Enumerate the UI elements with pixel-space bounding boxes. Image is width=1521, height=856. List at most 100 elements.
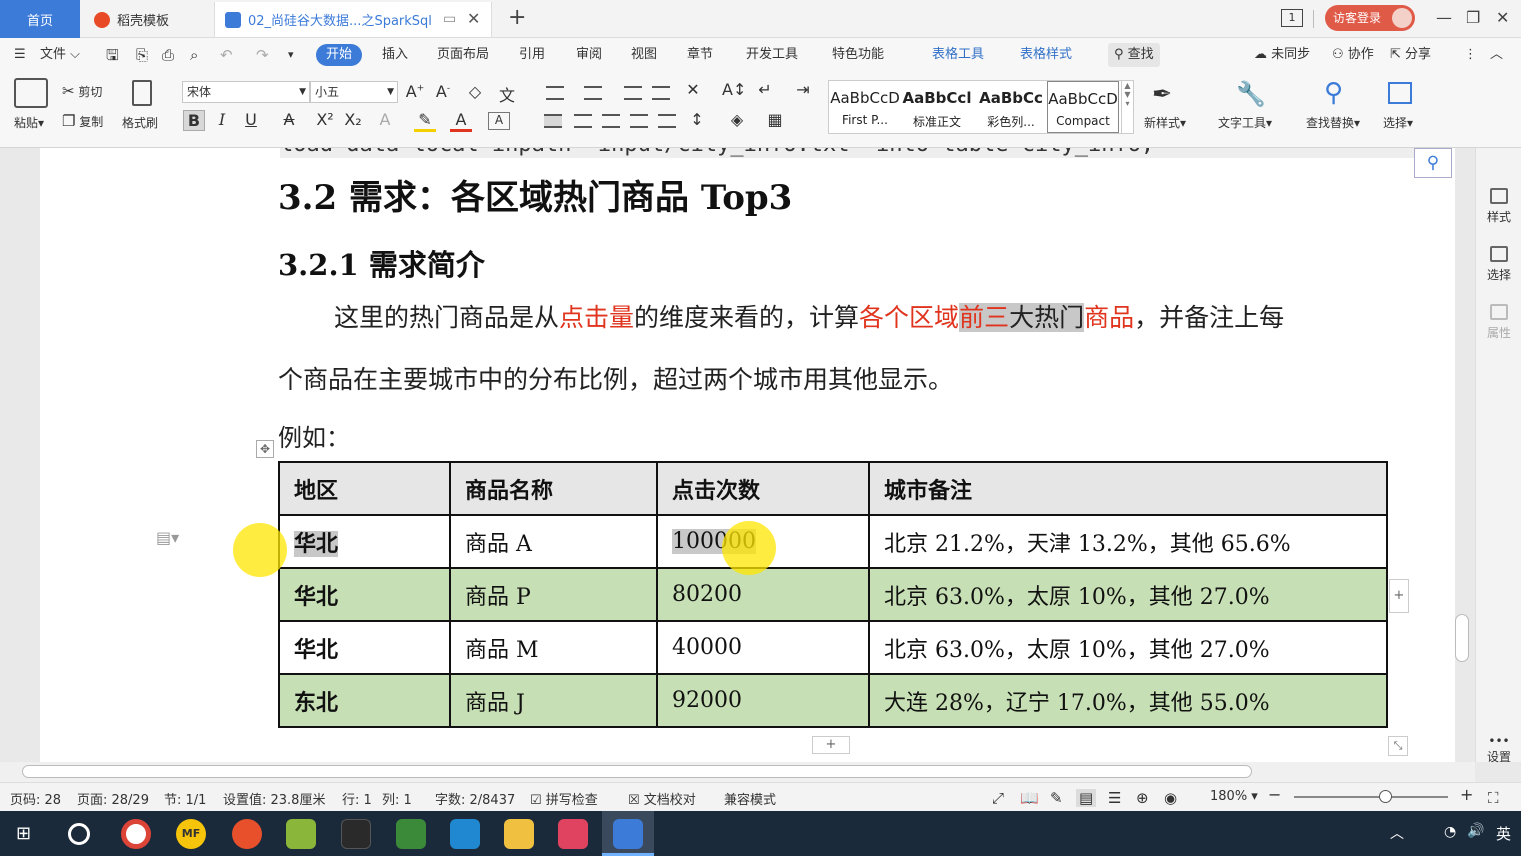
underline-button[interactable]: U	[245, 110, 257, 129]
align-right-icon[interactable]	[602, 114, 620, 128]
style-first-paragraph[interactable]: AaBbCcD First P...	[829, 81, 901, 133]
font-color-icon[interactable]: A	[450, 110, 472, 132]
browser-app-icon[interactable]	[232, 819, 262, 849]
menu-start[interactable]: 开始	[316, 44, 363, 66]
numbered-list-icon[interactable]	[584, 86, 602, 100]
chrome-icon[interactable]	[121, 819, 151, 849]
quick-access-dropdown-icon[interactable]: ▾	[288, 48, 294, 61]
distribute-icon[interactable]	[658, 114, 676, 128]
table-cell[interactable]: 北京 63.0%，太原 10%，其他 27.0%	[868, 620, 1388, 675]
guest-login-button[interactable]: 访客登录	[1325, 5, 1415, 31]
table-cell[interactable]: 商品 A	[449, 514, 658, 569]
table-cell[interactable]: 华北	[278, 567, 451, 622]
minimize-icon[interactable]: —	[1436, 8, 1452, 27]
add-row-icon[interactable]: +	[812, 736, 850, 754]
select-button[interactable]: 选择▾	[1383, 116, 1414, 130]
status-col[interactable]: 列: 1	[382, 793, 412, 808]
restore-icon[interactable]: ❐	[1466, 8, 1481, 27]
green-app-icon[interactable]	[286, 819, 316, 849]
menu-file[interactable]: 文件 ⌵	[40, 47, 81, 62]
status-setting[interactable]: 设置值: 23.8厘米	[223, 793, 326, 808]
page-count-badge[interactable]: 1	[1281, 9, 1303, 27]
table-cell[interactable]: 北京 21.2%，天津 13.2%，其他 65.6%	[868, 514, 1388, 569]
outline-view-icon[interactable]: ☰	[1108, 789, 1122, 807]
recorder-app-icon[interactable]	[341, 819, 371, 849]
window-app-icon[interactable]	[450, 819, 480, 849]
zoom-level[interactable]: 180% ▾	[1210, 789, 1258, 804]
ime-indicator[interactable]: 英	[1496, 825, 1512, 843]
table-header-cell[interactable]: 城市备注	[868, 461, 1388, 516]
menu-chapter[interactable]: 章节	[687, 47, 714, 62]
highlight-icon[interactable]: ✎	[414, 110, 436, 132]
phonetic-icon[interactable]: 文	[498, 86, 515, 105]
strikethrough-button[interactable]: A	[283, 110, 295, 129]
search-button[interactable]: ⚲ 查找	[1108, 43, 1160, 67]
web-view-icon[interactable]: ⊕	[1136, 789, 1149, 807]
status-page-code[interactable]: 页码: 28	[10, 793, 62, 808]
export-icon[interactable]: ⎘	[136, 46, 149, 64]
menu-view[interactable]: 视图	[631, 47, 658, 62]
menu-page-layout[interactable]: 页面布局	[437, 47, 490, 62]
table-cell[interactable]: 北京 63.0%，太原 10%，其他 27.0%	[868, 567, 1388, 622]
close-window-icon[interactable]: ✕	[1496, 8, 1510, 27]
horizontal-scrollbar[interactable]	[0, 762, 1475, 782]
hamburger-icon[interactable]: ☰	[14, 47, 26, 62]
table-cell[interactable]: 华北	[278, 514, 451, 569]
mf-app-icon[interactable]: MF	[176, 819, 206, 849]
table-header-cell[interactable]: 商品名称	[449, 461, 658, 516]
table-cell[interactable]: 商品 M	[449, 620, 658, 675]
wifi-icon[interactable]: ◔	[1444, 824, 1457, 840]
undo-icon[interactable]: ↶	[220, 46, 233, 64]
table-header-cell[interactable]: 点击次数	[656, 461, 870, 516]
print-preview-icon[interactable]: ⌕	[190, 46, 199, 64]
status-section[interactable]: 节: 1/1	[164, 793, 207, 808]
copy-button[interactable]: ❐ 复制	[62, 112, 103, 130]
table-cell[interactable]: 80200	[656, 567, 870, 622]
status-page[interactable]: 页面: 28/29	[77, 793, 149, 808]
align-left-icon[interactable]	[544, 114, 562, 128]
intellij-icon[interactable]	[558, 819, 588, 849]
font-size-select[interactable]: 小五 ▼	[310, 81, 398, 103]
tab-close-icon[interactable]: ✕	[467, 9, 481, 28]
table-cell[interactable]: 华北	[278, 620, 451, 675]
show-marks-icon[interactable]: ↵	[758, 80, 772, 99]
increase-indent-icon[interactable]	[652, 86, 670, 100]
table-cell[interactable]: 东北	[278, 673, 451, 728]
tab-stop-icon[interactable]: ⇥	[796, 80, 810, 99]
page-view-icon[interactable]: ▤	[1076, 789, 1097, 807]
char-border-icon[interactable]: A	[488, 112, 510, 130]
fullscreen-icon[interactable]: ⤢	[992, 789, 1005, 807]
zoom-slider[interactable]	[1294, 796, 1448, 798]
text-effect-button[interactable]: A	[379, 110, 391, 129]
menu-insert[interactable]: 插入	[382, 47, 409, 62]
wps-writer-icon[interactable]	[613, 819, 643, 849]
write-mode-icon[interactable]: ✎	[1050, 789, 1063, 807]
tab-docer-templates[interactable]: 稻壳模板	[84, 2, 210, 37]
justify-icon[interactable]	[630, 114, 648, 128]
print-icon[interactable]: ⎙	[162, 46, 175, 64]
redo-icon[interactable]: ↷	[256, 46, 269, 64]
status-row[interactable]: 行: 1	[342, 793, 372, 808]
data-table[interactable]: 地区 商品名称 点击次数 城市备注 华北 商品 A 100000 北京 21.2…	[278, 461, 1388, 728]
menu-review[interactable]: 审阅	[576, 47, 603, 62]
status-word-count[interactable]: 字数: 2/8437	[435, 793, 516, 808]
text-tools-button[interactable]: 文字工具▾	[1218, 116, 1273, 130]
style-compact[interactable]: AaBbCcD Compact	[1047, 81, 1119, 133]
table-resize-icon[interactable]: ⤡	[1388, 736, 1408, 756]
sidebar-item-settings[interactable]: ••• 设置	[1476, 734, 1521, 765]
table-cell[interactable]: 92000	[656, 673, 870, 728]
more-icon[interactable]: ⋮	[1464, 47, 1477, 62]
shading-icon[interactable]: ◈	[730, 110, 744, 129]
zoom-in-icon[interactable]: +	[1460, 785, 1474, 804]
zoom-slider-thumb[interactable]	[1379, 790, 1392, 803]
menu-features[interactable]: 特色功能	[832, 47, 885, 62]
menu-table-tools[interactable]: 表格工具	[932, 47, 985, 62]
sidebar-item-select[interactable]: 选择	[1476, 246, 1521, 283]
cortana-icon[interactable]	[68, 823, 90, 845]
cut-button[interactable]: ✂ 剪切	[62, 82, 102, 100]
share-button[interactable]: ⇱ 分享	[1390, 38, 1431, 72]
shrink-font-icon[interactable]: A-	[435, 82, 451, 101]
table-cell[interactable]: 商品 J	[449, 673, 658, 728]
new-style-button[interactable]: 新样式▾	[1144, 116, 1187, 130]
style-color-list[interactable]: AaBbCc 彩色列...	[975, 81, 1047, 133]
